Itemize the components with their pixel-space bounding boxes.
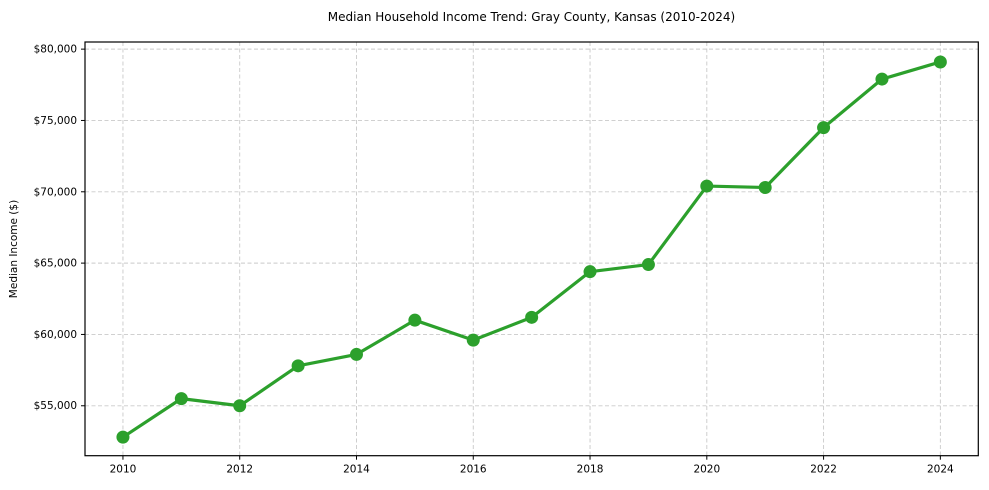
data-point-2021 xyxy=(758,181,772,195)
chart-title: Median Household Income Trend: Gray Coun… xyxy=(327,10,736,24)
plot-frame xyxy=(84,41,979,457)
data-point-2017 xyxy=(525,310,539,324)
y-tick-label-60000: $60,000 xyxy=(34,329,77,341)
x-tick-label-2016: 2016 xyxy=(460,464,487,476)
data-point-2013 xyxy=(291,359,305,373)
data-point-2012 xyxy=(233,399,247,413)
y-tick-label-65000: $65,000 xyxy=(34,258,77,270)
data-point-2010 xyxy=(116,430,130,444)
x-tick-label-2024: 2024 xyxy=(927,464,954,476)
x-tick-label-2018: 2018 xyxy=(577,464,604,476)
data-point-2015 xyxy=(408,313,422,327)
y-tick-label-75000: $75,000 xyxy=(34,115,77,127)
data-point-2022 xyxy=(817,121,831,135)
data-point-2019 xyxy=(641,258,655,272)
data-point-2024 xyxy=(933,55,947,69)
x-tick-label-2022: 2022 xyxy=(810,464,837,476)
y-tick-label-80000: $80,000 xyxy=(34,44,77,56)
y-axis-label: Median Income ($) xyxy=(8,199,20,299)
x-tick-label-2014: 2014 xyxy=(343,464,370,476)
data-point-2020 xyxy=(700,179,714,193)
x-tick-label-2010: 2010 xyxy=(110,464,137,476)
plot-background xyxy=(85,42,979,456)
data-point-2011 xyxy=(174,392,188,406)
data-point-2023 xyxy=(875,72,889,86)
x-tick-label-2012: 2012 xyxy=(226,464,253,476)
data-point-2016 xyxy=(466,333,480,347)
x-tick-label-2020: 2020 xyxy=(693,464,720,476)
data-point-2018 xyxy=(583,265,597,279)
y-tick-label-55000: $55,000 xyxy=(34,400,77,412)
y-tick-label-70000: $70,000 xyxy=(34,186,77,198)
data-point-2014 xyxy=(349,347,363,361)
